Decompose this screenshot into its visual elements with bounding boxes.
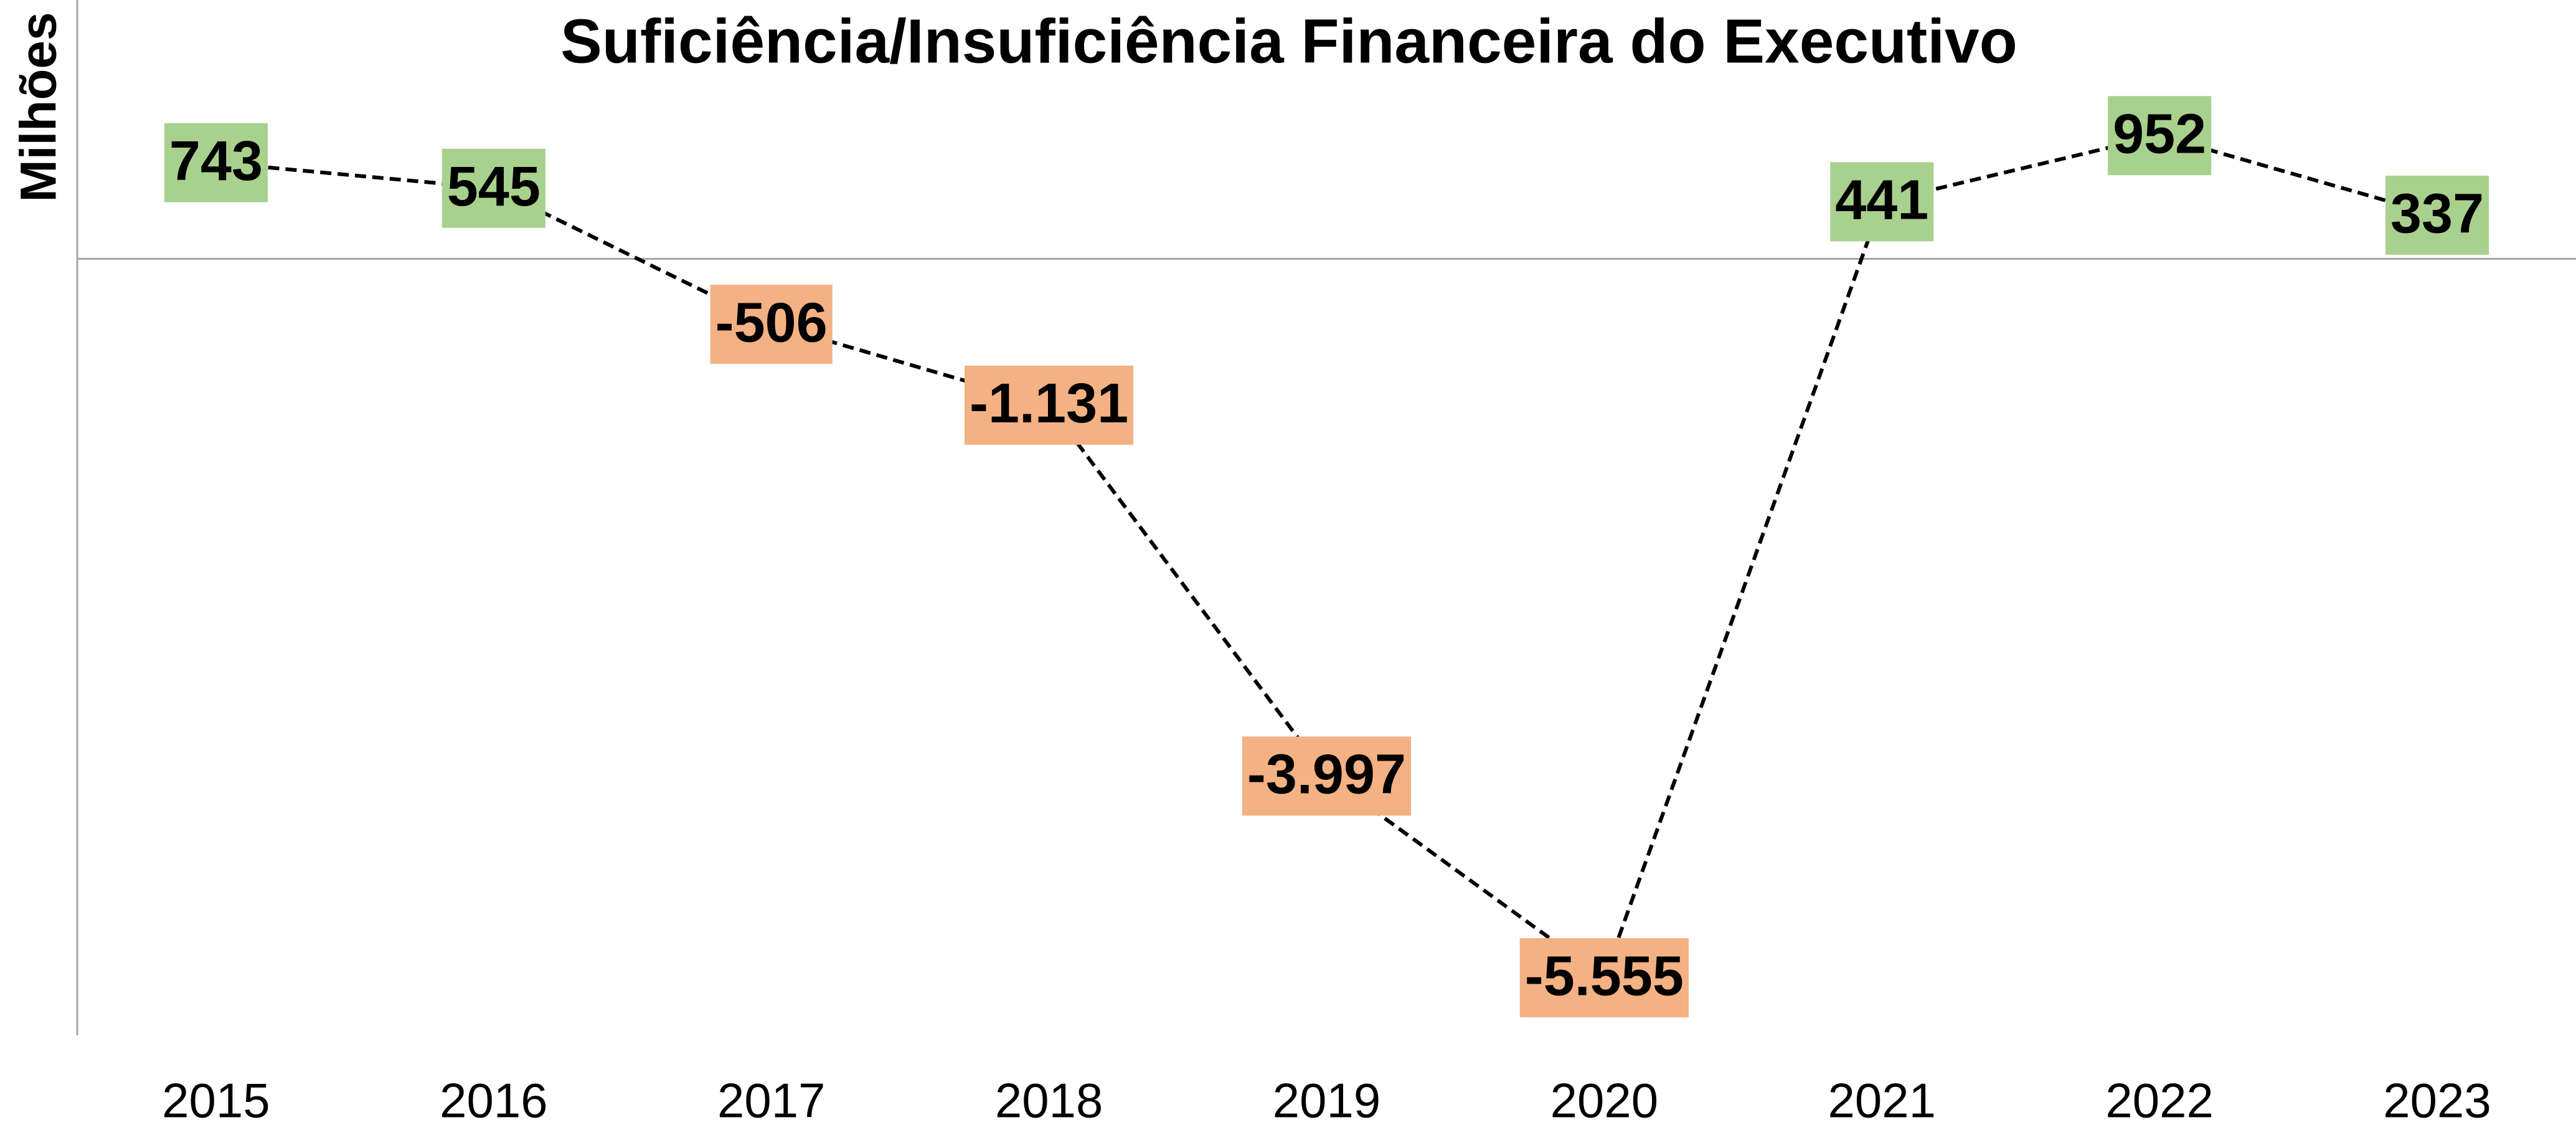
data-label-box	[1519, 938, 1689, 1018]
x-tick-label: 2023	[2383, 1073, 2491, 1125]
x-tick-label: 2019	[1273, 1073, 1381, 1125]
x-tick-label: 2022	[2105, 1073, 2214, 1125]
x-tick-label: 2016	[440, 1073, 548, 1125]
data-label: 743	[169, 130, 263, 192]
data-label: -3.997	[1247, 744, 1406, 806]
data-label: 441	[1835, 169, 1928, 232]
line	[215, 133, 2438, 981]
data-label-box	[1830, 162, 1934, 242]
data-label: 952	[2113, 103, 2206, 166]
x-tick-label: 2018	[995, 1073, 1103, 1125]
x-tick-label: 2015	[162, 1073, 270, 1125]
data-label: 337	[2390, 183, 2484, 245]
data-label-box	[1242, 736, 1412, 816]
x-tick-label: 2017	[717, 1073, 826, 1125]
data-label-box	[164, 123, 268, 202]
x-tick-label: 2021	[1828, 1073, 1937, 1125]
data-label: -1.131	[970, 373, 1128, 435]
data-label-box	[2385, 175, 2489, 255]
data-label-box	[2108, 96, 2212, 176]
y-axis-label: Milhões	[11, 12, 67, 202]
data-label-box	[965, 365, 1134, 445]
data-label-box	[441, 148, 545, 228]
data-label: -506	[715, 292, 828, 354]
chart-title: Suficiência/Insuficiência Financeira do …	[560, 6, 2017, 76]
x-tick-label: 2020	[1550, 1073, 1659, 1125]
data-label: 545	[447, 156, 540, 218]
data-label-box	[710, 285, 833, 364]
data-label: -5.555	[1525, 945, 1684, 1007]
